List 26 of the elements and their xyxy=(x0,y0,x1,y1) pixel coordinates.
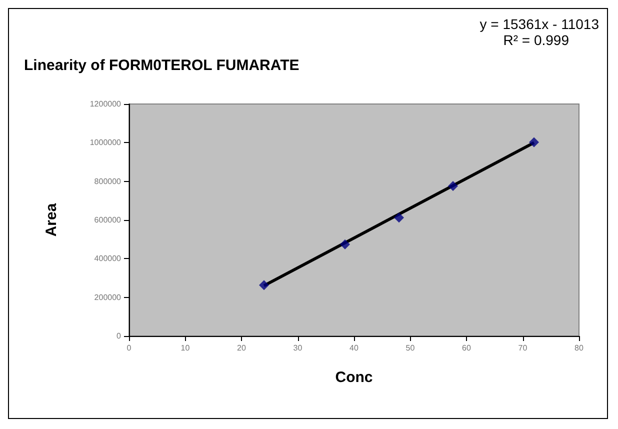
point xyxy=(529,137,539,148)
x-tick-label: 20 xyxy=(237,344,246,352)
text: R² = 0.999 xyxy=(503,32,570,48)
y-tick-label: 600000 xyxy=(94,216,122,224)
chart-title: Linearity of FORM0TEROL FUMARATE xyxy=(24,57,300,74)
x-tick-label: 50 xyxy=(406,344,416,352)
y-tick-label: 1000000 xyxy=(90,138,122,148)
y-tick-label: 0 xyxy=(116,332,122,340)
point xyxy=(394,212,404,223)
point xyxy=(340,239,350,250)
y-axis-title: Area xyxy=(43,202,60,237)
x-tick-label: 80 xyxy=(574,344,584,352)
x-tick-label: 0 xyxy=(126,344,132,352)
x-tick-label: 60 xyxy=(462,344,472,352)
y-tick-label: 1200000 xyxy=(90,100,122,108)
x-tick-label: 30 xyxy=(293,344,303,352)
y-tick-label: 200000 xyxy=(94,292,122,302)
point xyxy=(259,280,269,290)
x-axis-title: Conc xyxy=(335,369,373,386)
text: y = 15361x - 11013 xyxy=(480,16,600,32)
point xyxy=(448,180,458,191)
y-tick-label: 400000 xyxy=(94,254,122,264)
x-tick-label: 70 xyxy=(518,344,528,352)
x-tick-label: 10 xyxy=(180,344,190,352)
x-tick-label: 40 xyxy=(350,344,359,352)
y-tick-label: 800000 xyxy=(94,176,122,186)
